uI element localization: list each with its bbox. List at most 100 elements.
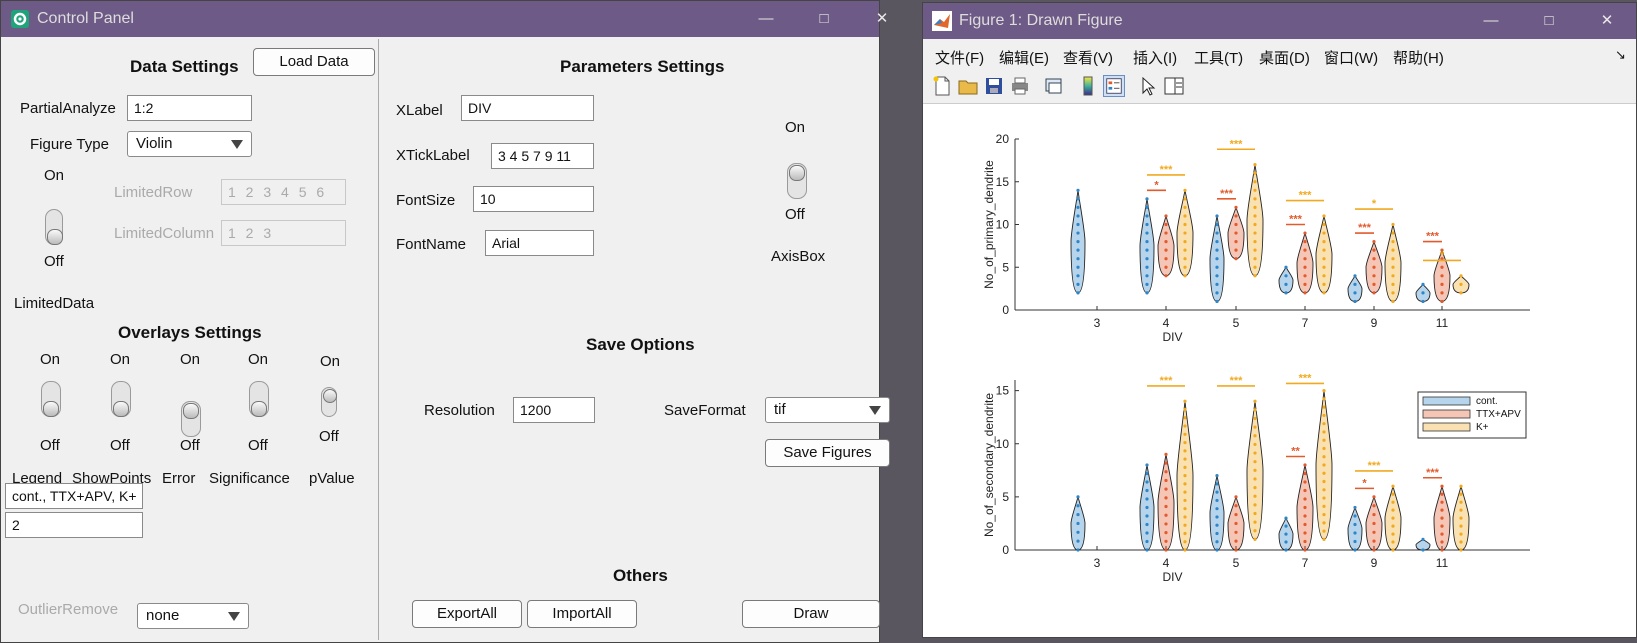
legend-toggle[interactable] <box>41 381 61 417</box>
figure-minimize-button[interactable]: — <box>1483 12 1499 29</box>
property-inspector-icon[interactable] <box>1163 75 1185 97</box>
draw-button[interactable]: Draw <box>742 600 880 628</box>
maximize-button[interactable]: □ <box>819 10 829 27</box>
open-folder-icon[interactable] <box>957 75 979 97</box>
save-icon[interactable] <box>983 75 1005 97</box>
control-panel-titlebar[interactable]: Control Panel — □ ✕ <box>1 1 888 37</box>
legend-input[interactable]: cont., TTX+APV, K+ <box>5 483 143 509</box>
legend-icon[interactable] <box>1103 75 1125 97</box>
x-tick-label: 4 <box>1163 556 1170 570</box>
legend-label: Legend <box>12 470 63 487</box>
data-point <box>1234 240 1238 244</box>
data-point <box>1421 299 1425 304</box>
data-point <box>1253 468 1257 472</box>
data-point <box>1183 440 1187 445</box>
data-point <box>1459 500 1463 504</box>
pointer-icon[interactable] <box>1137 75 1159 97</box>
data-point <box>1215 482 1219 486</box>
menu-help[interactable]: 帮助(H) <box>1393 50 1444 67</box>
data-point <box>1322 413 1326 418</box>
new-file-icon[interactable] <box>931 75 953 97</box>
menu-file[interactable]: 文件(F) <box>935 50 985 67</box>
data-point <box>1183 482 1187 486</box>
export-all-button[interactable]: ExportAll <box>412 600 522 628</box>
data-point <box>1353 522 1357 527</box>
figure-type-label: Figure Type <box>30 136 109 153</box>
left-panel: Data Settings Load Data PartialAnalyze 1… <box>3 39 379 640</box>
data-point <box>1303 274 1307 278</box>
colorbar-icon[interactable] <box>1077 75 1099 97</box>
fontsize-input[interactable]: 10 <box>473 186 594 212</box>
close-button[interactable]: ✕ <box>875 10 889 27</box>
limited-data-toggle[interactable] <box>45 209 63 245</box>
menu-window[interactable]: 窗口(W) <box>1324 50 1379 67</box>
dock-arrow-icon[interactable]: ↘ <box>1615 47 1626 62</box>
significance-toggle[interactable] <box>249 381 269 417</box>
data-point <box>1303 488 1307 493</box>
menu-tools[interactable]: 工具(T) <box>1194 50 1244 67</box>
data-point <box>1164 248 1168 252</box>
data-point <box>1322 463 1326 467</box>
legend-swatch <box>1422 422 1471 432</box>
resolution-input[interactable]: 1200 <box>513 397 595 423</box>
data-point <box>1303 480 1307 484</box>
data-point <box>1145 248 1149 252</box>
pvalue-toggle[interactable] <box>321 387 337 417</box>
figure-titlebar[interactable]: Figure 1: Drawn Figure — □ ✕ <box>923 3 1636 39</box>
data-point <box>1322 291 1326 295</box>
partial-analyze-input[interactable]: 1:2 <box>127 95 252 121</box>
violin-plot-1: 0 5 10 15 20 3 4 5 7 9 11 DIV No_of_primary_dendrite… <box>982 132 1530 344</box>
data-point <box>1459 524 1463 528</box>
figure-type-select[interactable]: Violin <box>127 131 252 157</box>
data-point <box>1215 274 1219 278</box>
menu-edit[interactable]: 编辑(E) <box>999 50 1049 67</box>
data-point <box>1164 478 1168 483</box>
minimize-button[interactable]: — <box>758 10 774 27</box>
outlier-remove-label: OutlierRemove <box>18 601 119 618</box>
data-point <box>1322 282 1326 286</box>
limited-row-input[interactable]: 1 2 3 4 5 6 <box>221 179 346 205</box>
data-point <box>1440 248 1444 252</box>
link-plot-icon[interactable] <box>1043 75 1065 97</box>
data-point <box>1253 485 1257 490</box>
data-point <box>1183 490 1187 494</box>
data-point <box>1353 548 1357 552</box>
menu-desktop[interactable]: 桌面(D) <box>1259 50 1310 67</box>
data-point <box>1215 299 1219 304</box>
data-point <box>1421 291 1425 295</box>
print-icon[interactable] <box>1009 75 1031 97</box>
xlabel-input[interactable]: DIV <box>461 95 594 121</box>
data-point <box>1234 222 1238 227</box>
data-point <box>1164 522 1168 526</box>
data-point <box>1164 548 1168 552</box>
data-point <box>1303 539 1307 544</box>
showpoints-on-label: On <box>110 351 131 368</box>
fontname-input[interactable]: Arial <box>485 230 594 256</box>
data-point <box>1076 291 1080 295</box>
import-all-button[interactable]: ImportAll <box>527 600 637 628</box>
data-point <box>1253 399 1257 403</box>
load-data-button[interactable]: Load Data <box>253 48 375 76</box>
data-point <box>1372 248 1376 252</box>
data-point <box>1459 508 1463 512</box>
figure-close-button[interactable]: ✕ <box>1600 12 1614 29</box>
data-point <box>1421 548 1425 552</box>
data-point <box>1253 529 1257 533</box>
outlier-remove-select[interactable]: none <box>137 603 249 629</box>
data-point <box>1183 465 1187 469</box>
pvalue-input[interactable]: 2 <box>5 512 143 538</box>
menu-insert[interactable]: 插入(I) <box>1133 50 1178 67</box>
showpoints-toggle[interactable] <box>111 381 131 417</box>
limited-column-input[interactable]: 1 2 3 <box>221 220 346 246</box>
xticklabel-input[interactable]: 3 4 5 7 9 11 <box>491 143 594 169</box>
error-toggle[interactable] <box>181 401 201 437</box>
axisbox-toggle[interactable] <box>787 163 807 199</box>
data-point <box>1459 484 1463 488</box>
saveformat-select[interactable]: tif <box>765 397 890 423</box>
y-tick-label: 10 <box>996 437 1010 451</box>
data-point <box>1372 530 1376 534</box>
figure-maximize-button[interactable]: □ <box>1544 12 1554 29</box>
save-figures-button[interactable]: Save Figures <box>765 439 890 467</box>
menu-view[interactable]: 查看(V) <box>1063 50 1113 67</box>
data-point <box>1183 205 1187 209</box>
